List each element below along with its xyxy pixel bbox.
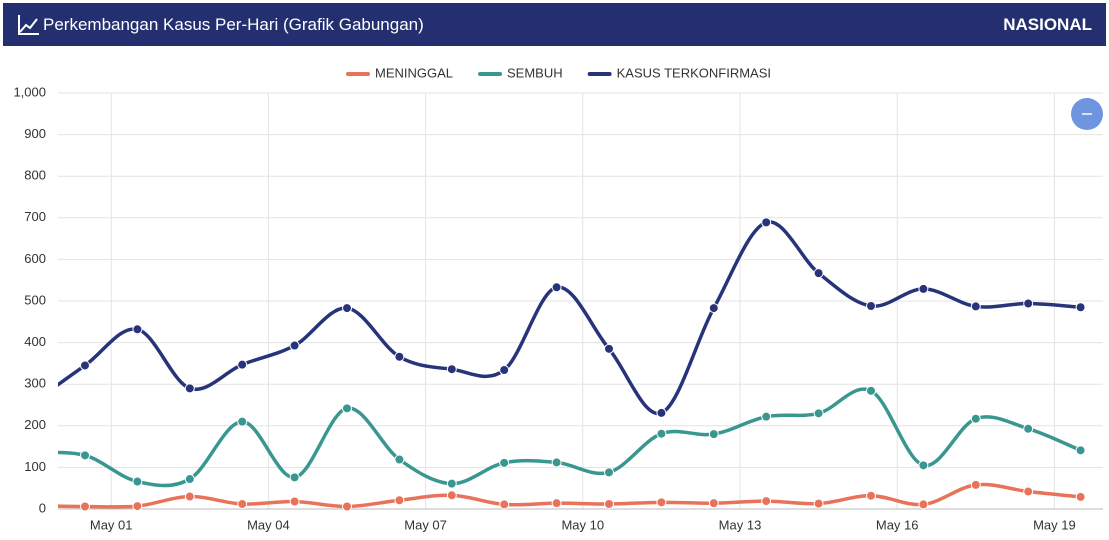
point (28, 398, 37, 407)
point (918, 283, 929, 294)
point (708, 429, 719, 440)
point (1075, 491, 1086, 502)
point (342, 403, 352, 414)
point (446, 364, 457, 375)
point (446, 490, 457, 501)
y-tick-label: 200 (24, 417, 46, 432)
y-tick-label: 700 (24, 209, 46, 224)
point (551, 282, 562, 293)
point (604, 343, 614, 354)
y-tick-label: 0 (39, 500, 46, 515)
collapse-button[interactable] (1071, 98, 1103, 130)
x-tick-label: May 10 (561, 517, 604, 532)
point (1023, 298, 1034, 309)
legend-label: KASUS TERKONFIRMASI (617, 65, 771, 80)
point (184, 491, 195, 502)
header-title: Perkembangan Kasus Per-Hari (Grafik Gabu… (43, 15, 424, 34)
point (80, 450, 90, 461)
point (813, 408, 824, 419)
y-tick-label: 500 (24, 292, 46, 307)
y-tick-label: 800 (24, 168, 46, 183)
point (656, 407, 667, 418)
point (342, 501, 352, 512)
point (866, 385, 876, 396)
point (761, 411, 772, 422)
point (28, 448, 37, 457)
legend-label: SEMBUH (507, 65, 563, 80)
point (551, 457, 562, 468)
point (970, 479, 981, 490)
x-tick-label: May 13 (719, 517, 762, 532)
point (394, 351, 405, 362)
point (132, 501, 143, 512)
legend-label: MENINGGAL (375, 65, 453, 80)
point (289, 496, 300, 507)
y-tick-label: 400 (24, 334, 46, 349)
header: Perkembangan Kasus Per-Hari (Grafik Gabu… (3, 3, 1106, 46)
x-tick-label: May 01 (90, 517, 133, 532)
point (499, 499, 510, 510)
point (604, 499, 614, 510)
point (656, 428, 667, 439)
point (446, 478, 457, 489)
point (394, 495, 405, 506)
point (813, 498, 824, 509)
point (394, 454, 405, 465)
point (237, 359, 248, 370)
point (237, 499, 248, 510)
x-tick-label: May 19 (1033, 517, 1076, 532)
point (132, 476, 143, 487)
chart-icon (18, 15, 39, 35)
point (1023, 486, 1034, 497)
point (918, 499, 929, 510)
y-tick-label: 900 (24, 126, 46, 141)
point (28, 501, 37, 510)
point (184, 474, 195, 485)
y-tick-label: 600 (24, 251, 46, 266)
point (761, 217, 772, 228)
point (656, 497, 667, 508)
point (289, 340, 300, 351)
point (866, 490, 876, 501)
y-tick-label: 300 (24, 376, 46, 391)
point (184, 383, 195, 394)
point (499, 457, 510, 468)
y-tick-label: 100 (24, 459, 46, 474)
point (499, 365, 510, 376)
plot (28, 217, 1086, 512)
point (708, 498, 719, 509)
point (1023, 423, 1034, 434)
point (970, 301, 981, 312)
point (866, 300, 876, 311)
point (289, 472, 300, 483)
x-tick-label: May 16 (876, 517, 919, 532)
y-tick-label: 1,000 (13, 84, 46, 99)
point (970, 413, 981, 424)
point (237, 416, 248, 427)
x-tick-label: May 07 (404, 517, 447, 532)
point (80, 501, 90, 512)
point (132, 324, 143, 335)
point (918, 460, 929, 471)
point (604, 467, 614, 478)
x-tick-label: May 04 (247, 517, 290, 532)
point (813, 268, 824, 279)
point (708, 303, 719, 314)
point (1075, 302, 1086, 313)
point (551, 498, 562, 509)
point (761, 496, 772, 507)
point (342, 303, 352, 314)
series-line (58, 387, 1082, 488)
point (80, 360, 90, 371)
header-badge[interactable]: NASIONAL (1003, 15, 1092, 34)
point (1075, 445, 1086, 456)
